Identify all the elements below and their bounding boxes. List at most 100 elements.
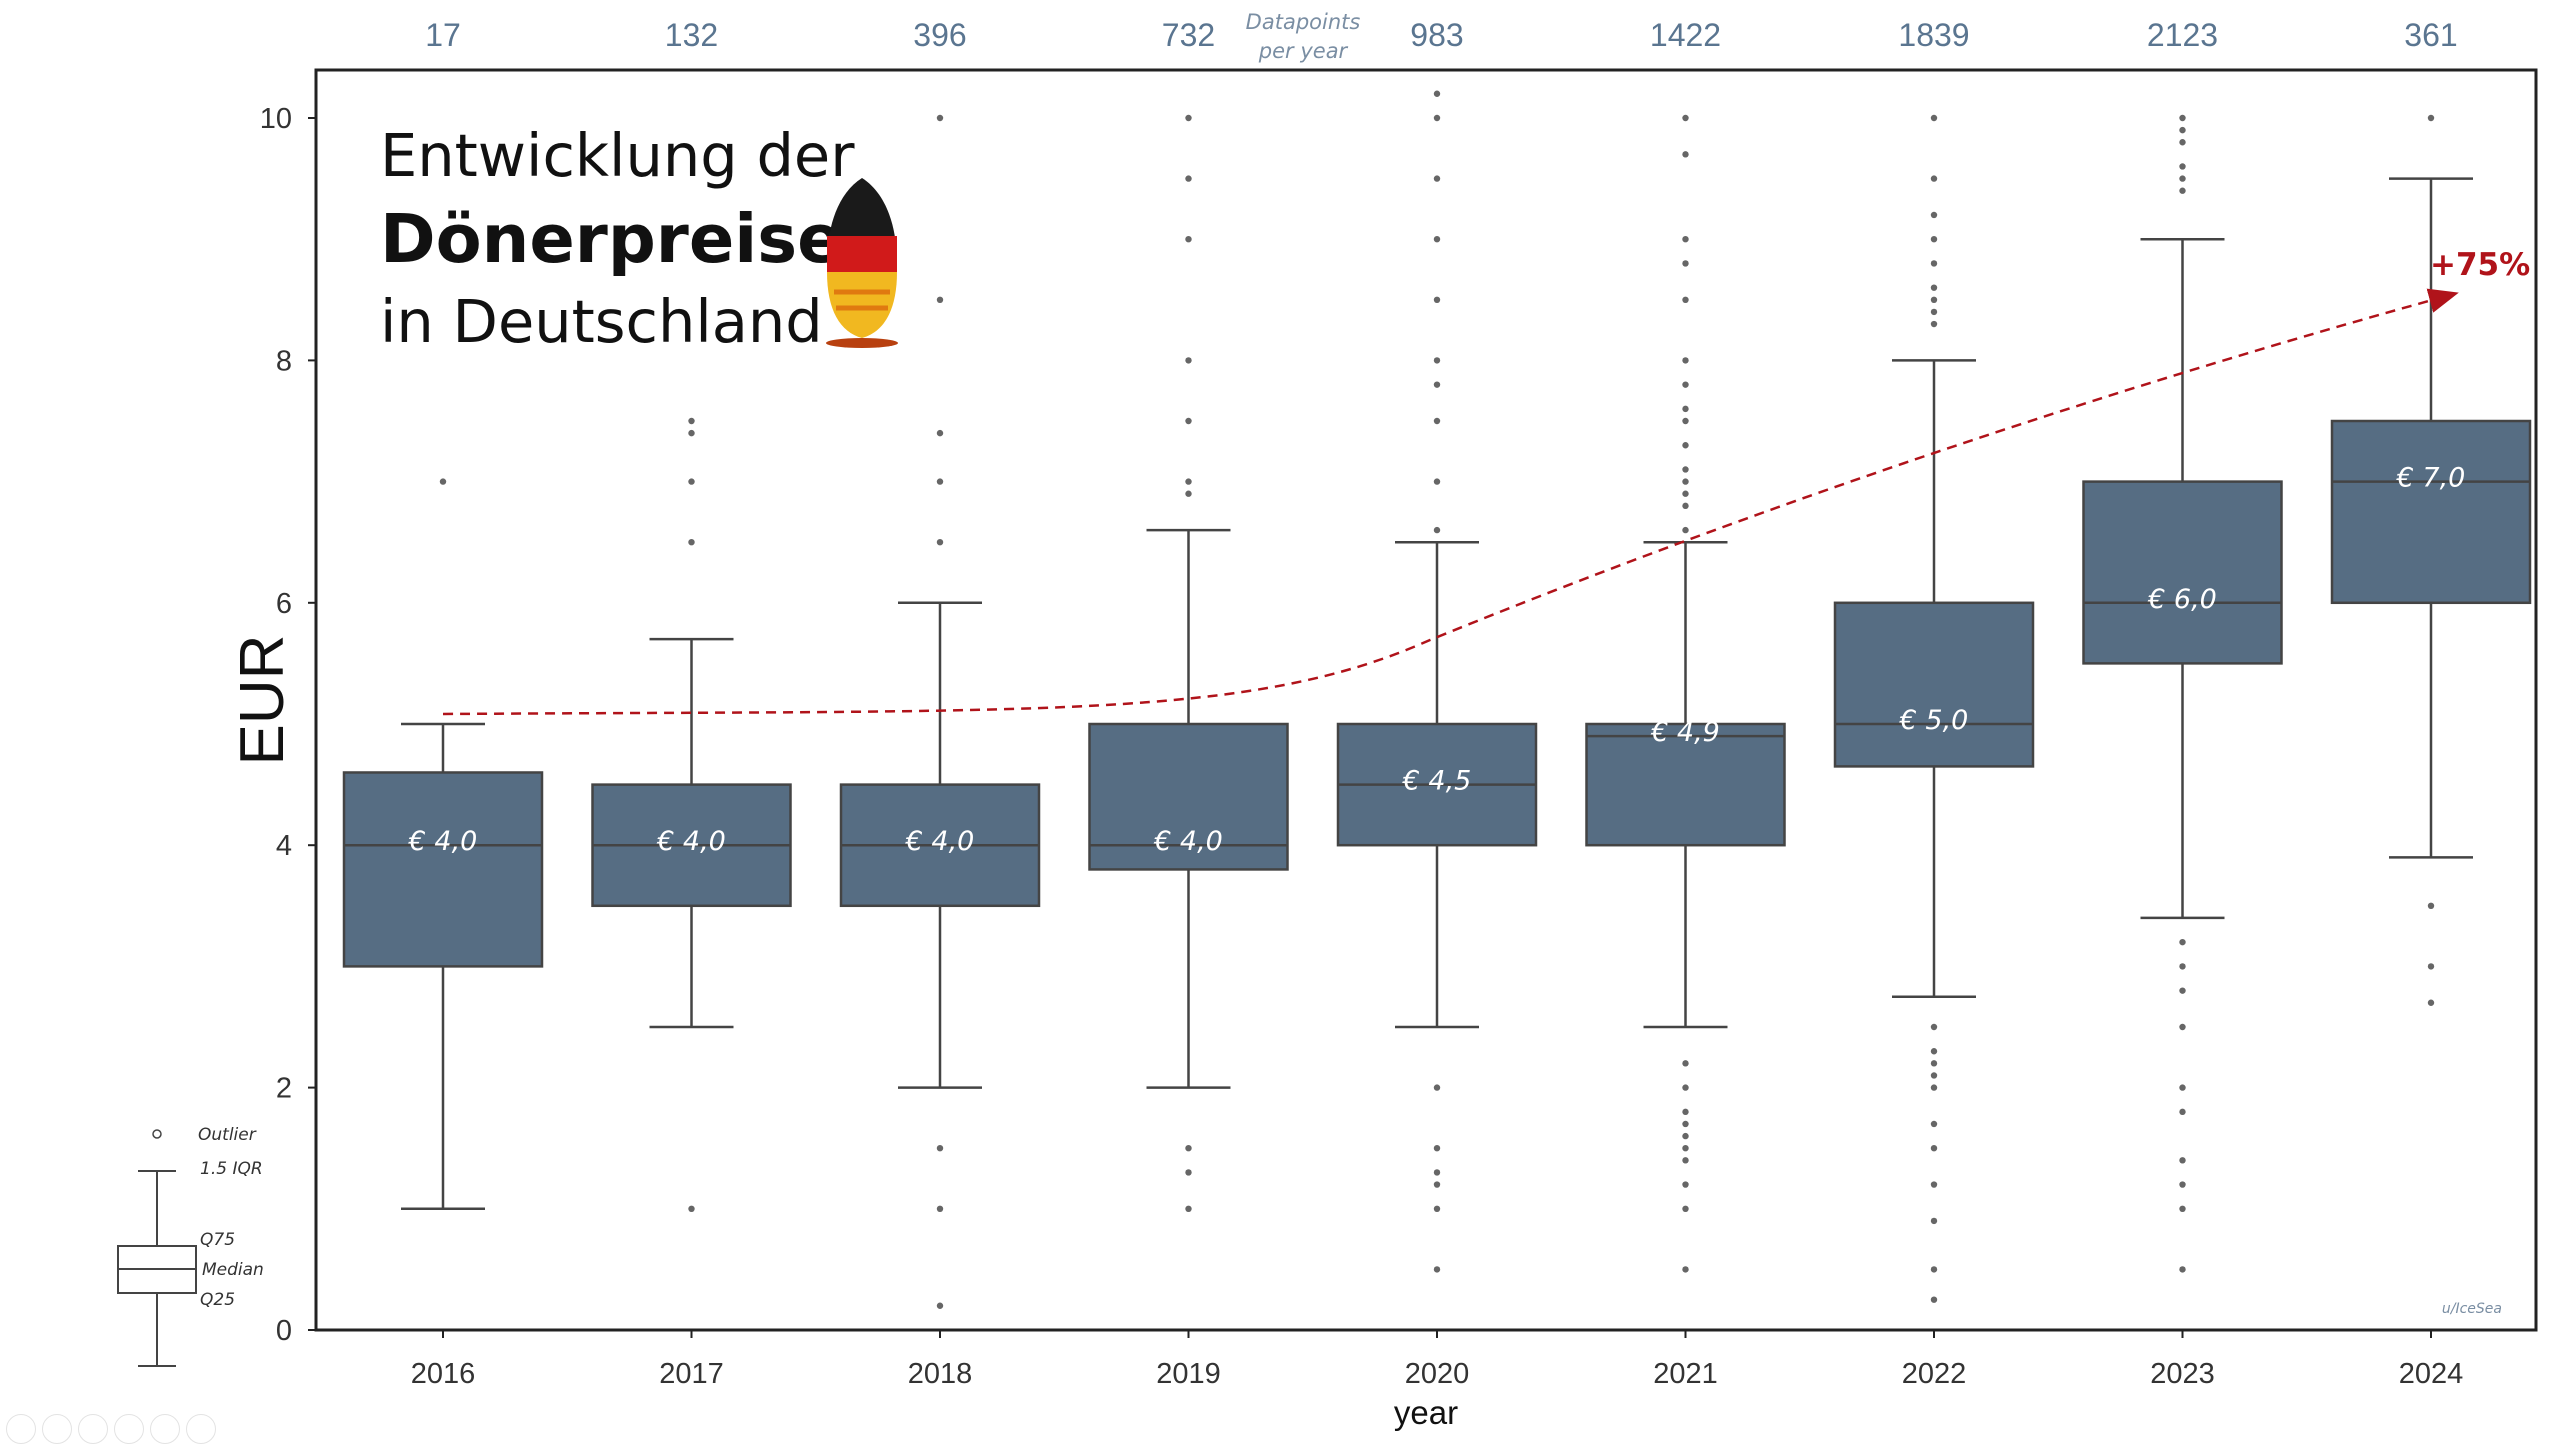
box-iqr [1833, 601, 2035, 768]
outlier-point [1682, 405, 1689, 413]
boxplot-2019: € 4,0 [1088, 528, 1289, 1089]
outlier-point [1930, 211, 1938, 219]
outlier-point [1682, 526, 1689, 534]
legend: Outlier 1.5 IQR Q75 Median Q25 [117, 1125, 264, 1367]
y-tick-label: 2 [276, 1073, 292, 1105]
outlier-point [2427, 999, 2435, 1006]
outliers [439, 90, 2435, 1309]
boxplot-2021: € 4,9 [1585, 540, 1786, 1029]
outlier-point [1433, 417, 1441, 425]
outlier-point [1930, 1217, 1938, 1225]
median-label: € 4,5 [1402, 766, 1472, 797]
y-tick-label: 10 [260, 103, 292, 135]
outlier-point [1930, 1084, 1938, 1091]
outlier-point [1433, 1266, 1441, 1273]
outlier-point [1185, 1145, 1192, 1152]
outlier-point [1930, 175, 1938, 182]
median-label: € 4,0 [656, 826, 726, 857]
legend-q75-label: Q75 [200, 1230, 235, 1250]
median-label: € 4,0 [1153, 826, 1223, 857]
outlier-point [1682, 114, 1689, 122]
outlier-point [2179, 1181, 2186, 1188]
outlier-point [1185, 236, 1192, 243]
outlier-point [1930, 1296, 1938, 1303]
trend-annotation: +75% [2430, 247, 2530, 283]
y-tick-label: 4 [276, 830, 292, 862]
outlier-point [2427, 114, 2435, 122]
outlier-point [1930, 236, 1938, 243]
outlier-point [2179, 175, 2186, 182]
outlier-point [1682, 490, 1689, 497]
datapoint-count: 1839 [1898, 17, 1969, 53]
outlier-point [1930, 1072, 1938, 1079]
datapoint-count: 361 [2404, 17, 2457, 53]
outlier-point [439, 478, 447, 485]
outlier-point [1930, 1048, 1938, 1055]
outlier-point [2179, 126, 2186, 134]
outlier-point [1433, 478, 1441, 485]
outlier-point [1682, 260, 1689, 267]
outlier-point [2179, 1084, 2186, 1091]
outlier-point [1930, 1181, 1938, 1188]
boxplots: € 4,0 € 4,0 € 4,0 € 4,0 € 4,5 € 4,9 € 5,0 € 6,0… [342, 177, 2532, 1211]
outlier-point [1682, 417, 1689, 425]
datapoint-count: 1422 [1650, 17, 1721, 53]
outlier-point [1433, 175, 1441, 182]
y-tick-label: 6 [276, 588, 292, 620]
datapoints-label-line1: Datapoints [1246, 10, 1361, 34]
outlier-point [1433, 357, 1441, 364]
outlier-point [2179, 1108, 2186, 1116]
outlier-point [1682, 151, 1689, 158]
title-line-3: in Deutschland [380, 287, 823, 356]
outlier-point [2179, 938, 2186, 946]
outlier-point [1185, 357, 1192, 364]
outlier-point [936, 1302, 944, 1309]
outlier-point [1682, 502, 1689, 510]
datapoint-count: 396 [913, 17, 966, 53]
datapoint-counts: 17 132 396 732 983 1422 1839 2123 361 [425, 17, 2457, 53]
outlier-point [1930, 1060, 1938, 1067]
boxplot-2018: € 4,0 [839, 601, 1041, 1089]
outlier-point [1682, 1266, 1689, 1273]
boxplot-2016: € 4,0 [342, 722, 544, 1211]
x-axis-title: year [1394, 1394, 1458, 1431]
boxplot-2022: € 5,0 [1833, 359, 2035, 998]
outlier-point [2179, 1205, 2186, 1213]
outlier-point [1185, 478, 1192, 485]
datapoints-label-line2: per year [1258, 39, 1349, 63]
outlier-point [2179, 139, 2186, 146]
outlier-point [936, 296, 944, 303]
outlier-point [688, 429, 695, 437]
outlier-point [2179, 987, 2186, 994]
outlier-point [936, 1145, 944, 1152]
median-label: € 7,0 [2396, 463, 2466, 494]
outlier-point [688, 417, 695, 425]
median-label: € 6,0 [2147, 584, 2217, 615]
trend-arrow [442, 288, 2459, 716]
x-tick-label: 2019 [1156, 1358, 1221, 1390]
outlier-point [1433, 1084, 1441, 1091]
x-axis: 2016 2017 2018 2019 2020 2021 2022 2023 2024 [411, 1330, 2464, 1390]
x-tick-label: 2016 [411, 1358, 476, 1390]
outlier-point [1682, 1132, 1689, 1140]
outlier-point [936, 114, 944, 122]
outlier-point [1433, 1205, 1441, 1213]
outlier-point [1433, 90, 1441, 97]
box-iqr [2330, 419, 2532, 605]
outlier-point [2179, 1023, 2186, 1031]
outlier-point [1682, 236, 1689, 243]
datapoint-count: 983 [1410, 17, 1463, 53]
y-axis: 0 2 4 6 8 10 [260, 103, 316, 1347]
outlier-point [2179, 114, 2186, 122]
x-tick-label: 2018 [908, 1358, 973, 1390]
outlier-point [1930, 260, 1938, 267]
outlier-point [1930, 320, 1938, 328]
x-tick-label: 2017 [659, 1358, 724, 1390]
legend-whisker-label: 1.5 IQR [200, 1159, 263, 1179]
datapoint-count: 132 [665, 17, 718, 53]
outlier-point [1185, 175, 1192, 182]
x-tick-label: 2024 [2399, 1358, 2464, 1390]
x-tick-label: 2021 [1653, 1358, 1718, 1390]
outlier-point [1682, 296, 1689, 303]
